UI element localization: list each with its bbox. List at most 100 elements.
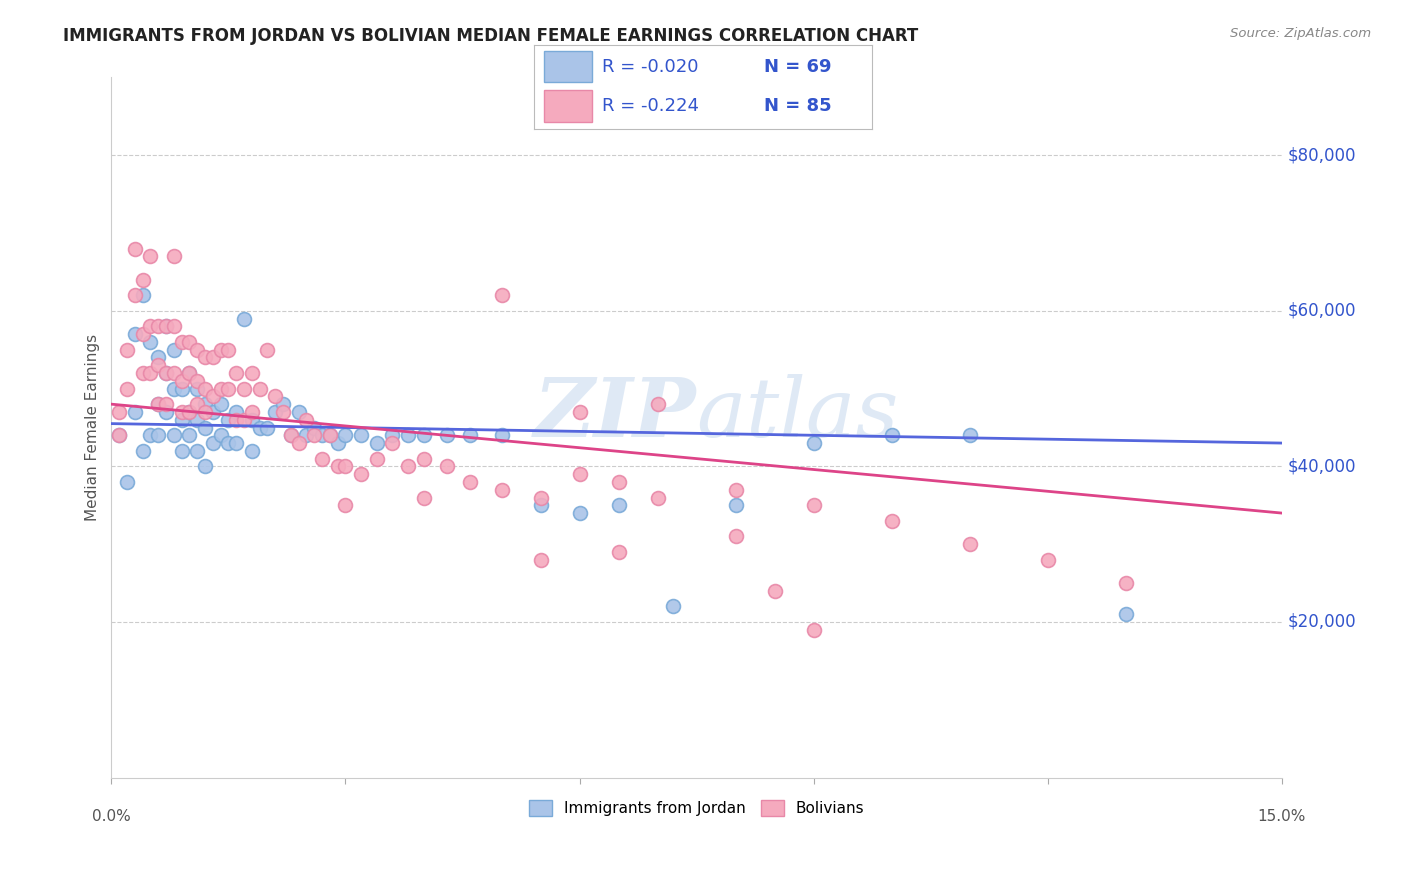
Point — [1115, 607, 1137, 622]
Point — [186, 382, 208, 396]
Point — [148, 358, 170, 372]
Point — [201, 389, 224, 403]
Point — [240, 413, 263, 427]
Point — [155, 397, 177, 411]
Text: ZIP: ZIP — [534, 374, 696, 453]
Text: $60,000: $60,000 — [1288, 301, 1357, 320]
Point — [311, 428, 333, 442]
Point — [139, 334, 162, 349]
Point — [568, 467, 591, 482]
Point — [607, 545, 630, 559]
Point — [304, 420, 326, 434]
Point — [366, 436, 388, 450]
Point — [249, 382, 271, 396]
Point — [396, 428, 419, 442]
Point — [412, 491, 434, 505]
Point — [131, 366, 153, 380]
Point — [179, 366, 201, 380]
Point — [568, 405, 591, 419]
Point — [163, 249, 186, 263]
Point — [163, 366, 186, 380]
Point — [529, 553, 551, 567]
Point — [412, 428, 434, 442]
Point — [803, 436, 825, 450]
FancyBboxPatch shape — [544, 90, 592, 121]
Point — [225, 413, 247, 427]
Point — [529, 491, 551, 505]
Point — [436, 459, 458, 474]
Point — [170, 334, 193, 349]
Point — [350, 428, 373, 442]
Point — [225, 366, 247, 380]
Point — [295, 413, 318, 427]
Point — [194, 397, 217, 411]
Point — [959, 537, 981, 551]
Point — [186, 397, 208, 411]
Point — [724, 529, 747, 543]
Point — [381, 436, 404, 450]
Point — [436, 428, 458, 442]
Point — [155, 319, 177, 334]
Point — [256, 343, 278, 357]
Point — [179, 405, 201, 419]
Point — [201, 351, 224, 365]
Point — [148, 351, 170, 365]
Point — [179, 428, 201, 442]
Point — [163, 319, 186, 334]
Text: $40,000: $40,000 — [1288, 458, 1357, 475]
Point — [491, 483, 513, 497]
Point — [295, 428, 318, 442]
Point — [724, 498, 747, 512]
Point — [148, 397, 170, 411]
Point — [170, 374, 193, 388]
Point — [803, 623, 825, 637]
Point — [256, 420, 278, 434]
Point — [264, 389, 287, 403]
Point — [124, 405, 146, 419]
Point — [163, 343, 186, 357]
Point — [880, 514, 903, 528]
Point — [460, 475, 482, 489]
Point — [529, 498, 551, 512]
Text: IMMIGRANTS FROM JORDAN VS BOLIVIAN MEDIAN FEMALE EARNINGS CORRELATION CHART: IMMIGRANTS FROM JORDAN VS BOLIVIAN MEDIA… — [63, 27, 918, 45]
Point — [350, 467, 373, 482]
Point — [412, 451, 434, 466]
Point — [186, 374, 208, 388]
Point — [155, 319, 177, 334]
Point — [108, 405, 131, 419]
Text: 15.0%: 15.0% — [1257, 809, 1306, 824]
Legend: Immigrants from Jordan, Bolivians: Immigrants from Jordan, Bolivians — [523, 794, 870, 822]
Point — [287, 436, 309, 450]
Point — [647, 491, 669, 505]
Point — [217, 382, 239, 396]
Point — [201, 436, 224, 450]
Point — [148, 397, 170, 411]
Point — [326, 436, 349, 450]
Point — [381, 428, 404, 442]
Point — [170, 443, 193, 458]
Point — [179, 334, 201, 349]
Point — [194, 405, 217, 419]
Point — [131, 443, 153, 458]
Point — [131, 288, 153, 302]
Point — [240, 366, 263, 380]
Text: Source: ZipAtlas.com: Source: ZipAtlas.com — [1230, 27, 1371, 40]
Point — [179, 405, 201, 419]
Point — [959, 428, 981, 442]
Point — [194, 420, 217, 434]
Point — [115, 382, 138, 396]
Text: R = -0.020: R = -0.020 — [602, 58, 699, 76]
Point — [201, 405, 224, 419]
Point — [803, 498, 825, 512]
Point — [179, 366, 201, 380]
Text: N = 69: N = 69 — [763, 58, 831, 76]
Text: $20,000: $20,000 — [1288, 613, 1357, 631]
Point — [1115, 576, 1137, 591]
Point — [170, 405, 193, 419]
Point — [217, 343, 239, 357]
Point — [139, 428, 162, 442]
Point — [233, 311, 256, 326]
Point — [115, 475, 138, 489]
Point — [396, 459, 419, 474]
Point — [209, 343, 232, 357]
